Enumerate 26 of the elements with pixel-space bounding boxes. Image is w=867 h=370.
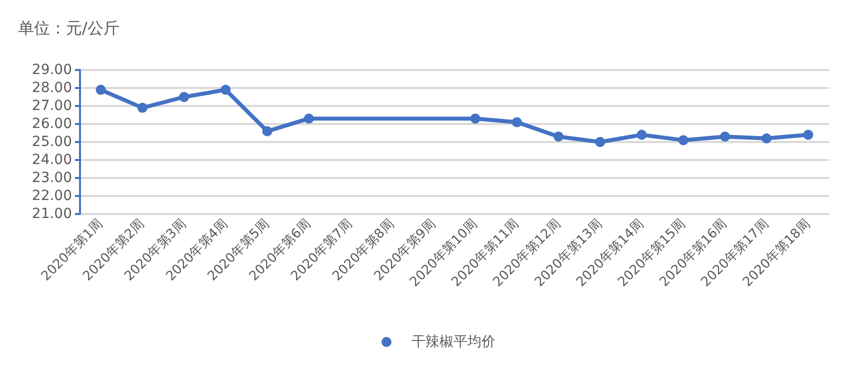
point bbox=[636, 130, 647, 140]
point bbox=[470, 114, 480, 124]
y-tick-label: 21.00 bbox=[32, 206, 72, 222]
point bbox=[762, 133, 772, 144]
point bbox=[179, 92, 190, 102]
legend-label: 干辣椒平均价 bbox=[412, 334, 496, 350]
point bbox=[554, 132, 564, 142]
point bbox=[96, 84, 106, 95]
point bbox=[137, 102, 148, 113]
y-tick-label: 25.00 bbox=[32, 134, 72, 150]
point bbox=[803, 130, 814, 140]
point bbox=[262, 126, 272, 136]
point bbox=[512, 117, 522, 128]
y-tick-label: 28.00 bbox=[32, 80, 72, 96]
point bbox=[304, 114, 314, 124]
y-tick-label: 24.00 bbox=[32, 152, 72, 168]
point bbox=[220, 84, 231, 95]
y-tick-label: 29.00 bbox=[32, 62, 72, 78]
y-tick-label: 26.00 bbox=[32, 116, 72, 132]
y-axis-title: 单位：元/公斤 bbox=[18, 18, 120, 38]
point bbox=[678, 135, 688, 146]
y-tick-label: 22.00 bbox=[32, 188, 72, 204]
y-tick-label: 27.00 bbox=[32, 98, 72, 114]
y-tick-label: 23.00 bbox=[32, 170, 72, 186]
point bbox=[720, 132, 730, 142]
point bbox=[595, 137, 606, 147]
